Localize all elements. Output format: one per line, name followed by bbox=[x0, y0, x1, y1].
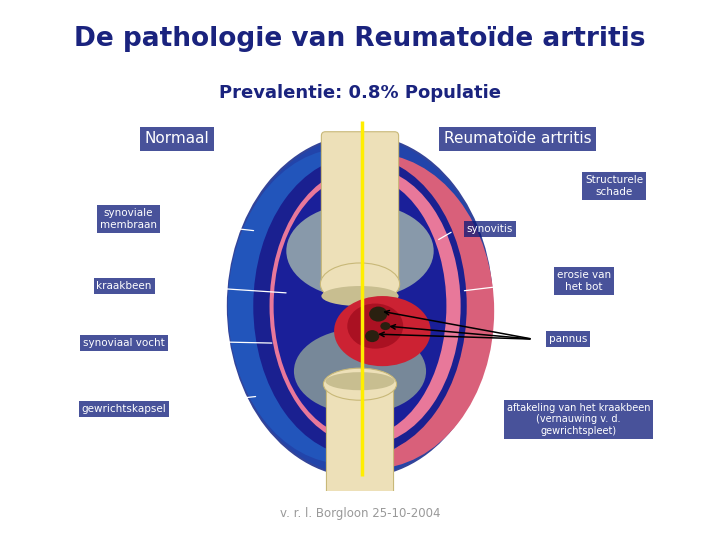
Ellipse shape bbox=[253, 156, 467, 456]
Text: v. r. l. Borgloon 25-10-2004: v. r. l. Borgloon 25-10-2004 bbox=[280, 507, 440, 520]
FancyBboxPatch shape bbox=[321, 132, 399, 290]
Text: aftakeling van het kraakbeen
(vernauwing v. d.
gewrichtspleet): aftakeling van het kraakbeen (vernauwing… bbox=[507, 403, 650, 436]
Text: erosie van
het bot: erosie van het bot bbox=[557, 270, 611, 292]
Ellipse shape bbox=[369, 307, 387, 322]
Ellipse shape bbox=[228, 136, 492, 476]
Ellipse shape bbox=[228, 148, 462, 464]
Ellipse shape bbox=[325, 372, 395, 390]
Text: Normaal: Normaal bbox=[145, 131, 210, 146]
Text: synoviaal vocht: synoviaal vocht bbox=[84, 338, 165, 348]
Text: De pathologie van Reumatoïde artritis: De pathologie van Reumatoïde artritis bbox=[74, 26, 646, 52]
Text: Structurele
schade: Structurele schade bbox=[585, 175, 643, 197]
Ellipse shape bbox=[334, 296, 431, 366]
Ellipse shape bbox=[320, 263, 400, 305]
Text: synovitis: synovitis bbox=[467, 224, 513, 234]
Ellipse shape bbox=[287, 204, 433, 299]
Ellipse shape bbox=[251, 153, 494, 469]
Ellipse shape bbox=[323, 368, 397, 400]
FancyBboxPatch shape bbox=[326, 377, 394, 505]
Text: Reumatoïde artritis: Reumatoïde artritis bbox=[444, 131, 591, 146]
Ellipse shape bbox=[269, 167, 461, 446]
Text: gewrichtskapsel: gewrichtskapsel bbox=[82, 404, 166, 414]
Ellipse shape bbox=[274, 175, 446, 437]
Ellipse shape bbox=[380, 322, 390, 330]
Ellipse shape bbox=[294, 329, 426, 414]
Ellipse shape bbox=[365, 330, 379, 342]
Text: synoviale
membraan: synoviale membraan bbox=[100, 208, 157, 230]
Ellipse shape bbox=[347, 303, 403, 349]
Text: Prevalentie: 0.8% Populatie: Prevalentie: 0.8% Populatie bbox=[219, 84, 501, 102]
Text: kraakbeen: kraakbeen bbox=[96, 281, 152, 291]
Text: pannus: pannus bbox=[549, 334, 588, 344]
Ellipse shape bbox=[321, 286, 399, 306]
